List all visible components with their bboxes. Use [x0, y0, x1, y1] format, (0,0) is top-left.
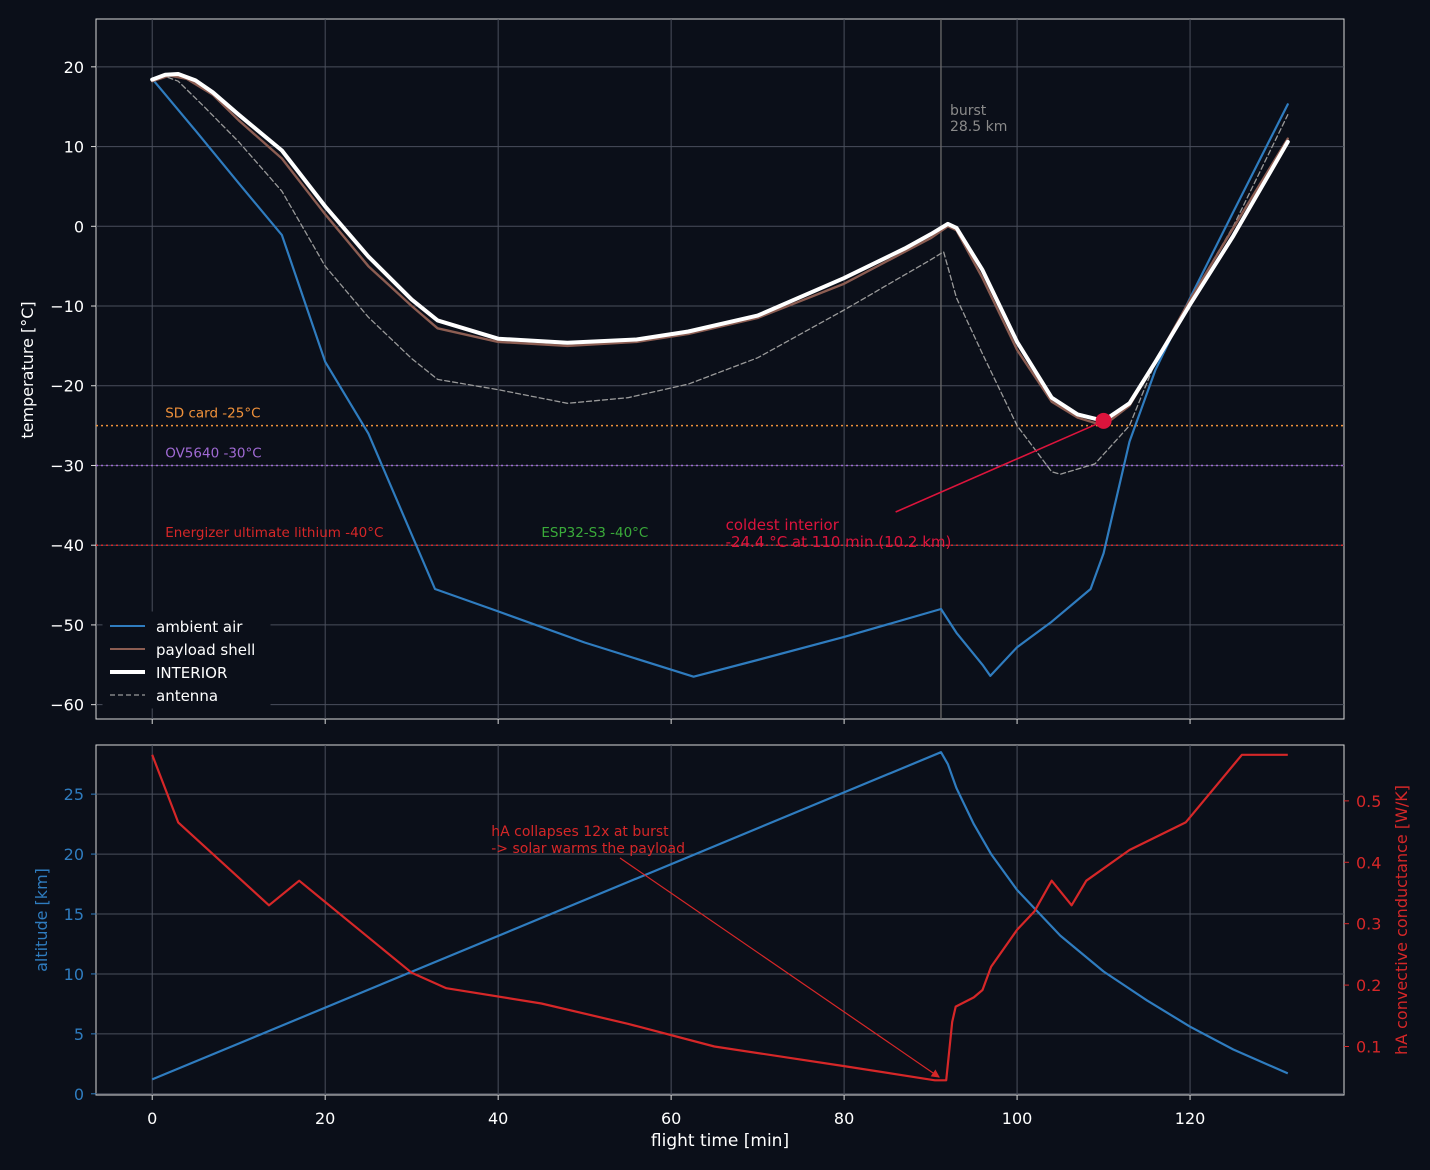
threshold-label: Energizer ultimate lithium -40°C	[165, 525, 383, 541]
threshold-label: OV5640 -30°C	[165, 445, 262, 461]
legend: ambient air payload shell INTERIOR anten…	[102, 611, 271, 709]
top-y-tick-label: −50	[50, 616, 84, 635]
coldest-point	[1095, 412, 1112, 429]
series-line-antenna	[151, 75, 1289, 475]
ha-annotation-label: hA collapses 12x at burst	[491, 824, 669, 840]
right-y-tick-label: 0.1	[1356, 1037, 1381, 1056]
coldest-label: coldest interior	[726, 516, 840, 534]
threshold-label: SD card -25°C	[165, 406, 260, 422]
left-y-tick-label: 5	[74, 1025, 84, 1044]
series-line-ambient-air	[151, 77, 1289, 678]
x-tick-label: 20	[315, 1109, 335, 1128]
x-tick-label: 80	[834, 1109, 854, 1128]
left-y-tick-label: 20	[64, 845, 84, 864]
x-tick-label: 120	[1175, 1109, 1206, 1128]
x-tick-label: 40	[488, 1109, 508, 1128]
top-y-tick-label: −10	[50, 297, 84, 316]
ha-annotation-detail: -> solar warms the payload	[491, 841, 685, 857]
top-y-tick-label: 10	[64, 138, 84, 157]
bottom-series	[151, 751, 1289, 1082]
left-y-tick-label: 25	[64, 785, 84, 804]
x-tick-label: 0	[147, 1109, 157, 1128]
x-tick-label: 60	[661, 1109, 681, 1128]
right-y-tick-label: 0.2	[1356, 976, 1381, 995]
threshold-label: ESP32-S3 -40°C	[541, 525, 648, 541]
right-y-tick-label: 0.3	[1356, 915, 1381, 934]
top-y-tick-label: −40	[50, 536, 84, 555]
y-axis-label-altitude: altitude [km]	[32, 868, 51, 972]
right-y-tick-label: 0.4	[1356, 853, 1381, 872]
top-grid	[96, 19, 1344, 719]
x-axis-label: flight time [min]	[651, 1131, 789, 1151]
bottom-ticks: 0 20 40 60 80 100 120 0 5 10 15 20 25 0.1 0.2 0.3 0.4 0.5	[64, 785, 1382, 1128]
bottom-grid	[96, 745, 1344, 1095]
legend-label-antenna: antenna	[156, 687, 218, 705]
top-series	[150, 72, 1290, 678]
series-line-interior	[150, 72, 1290, 423]
burst-label: burst	[950, 103, 987, 119]
right-y-tick-label: 0.5	[1356, 792, 1381, 811]
left-y-tick-label: 0	[74, 1085, 84, 1104]
top-y-tick-label: −30	[50, 456, 84, 475]
top-y-tick-label: 20	[64, 58, 84, 77]
top-y-tick-label: −20	[50, 377, 84, 396]
y-axis-label-ha: hA convective conductance [W/K]	[1392, 785, 1411, 1055]
series-line-payload-shell	[151, 74, 1289, 427]
x-tick-label: 100	[1002, 1109, 1033, 1128]
legend-label-interior: INTERIOR	[156, 664, 227, 682]
top-hlines: SD card -25°C OV5640 -30°C Energizer ultim…	[96, 406, 1344, 546]
burst-altitude-label: 28.5 km	[950, 119, 1007, 135]
ha-annotation-arrow	[619, 857, 940, 1078]
coldest-detail-label: -24.4 °C at 110 min (10.2 km)	[726, 533, 952, 551]
legend-label-ambient: ambient air	[156, 618, 243, 636]
coldest-arrow	[895, 422, 1100, 513]
series-line-ha	[151, 753, 1288, 1082]
top-y-tick-label: 0	[74, 217, 84, 236]
legend-label-shell: payload shell	[156, 641, 255, 659]
y-axis-label-temperature: temperature [°C]	[18, 301, 37, 438]
altitude-panel: hA collapses 12x at burst -> solar warms…	[32, 744, 1411, 1151]
left-y-tick-label: 10	[64, 965, 84, 984]
top-y-tick-label: −60	[50, 696, 84, 715]
series-line-altitude	[151, 751, 1289, 1081]
temperature-panel: SD card -25°C OV5640 -30°C Energizer ultim…	[18, 18, 1345, 724]
left-y-tick-label: 15	[64, 905, 84, 924]
top-ticks: 20 10 0 −10 −20 −30 −40 −50 −60	[50, 58, 1191, 724]
